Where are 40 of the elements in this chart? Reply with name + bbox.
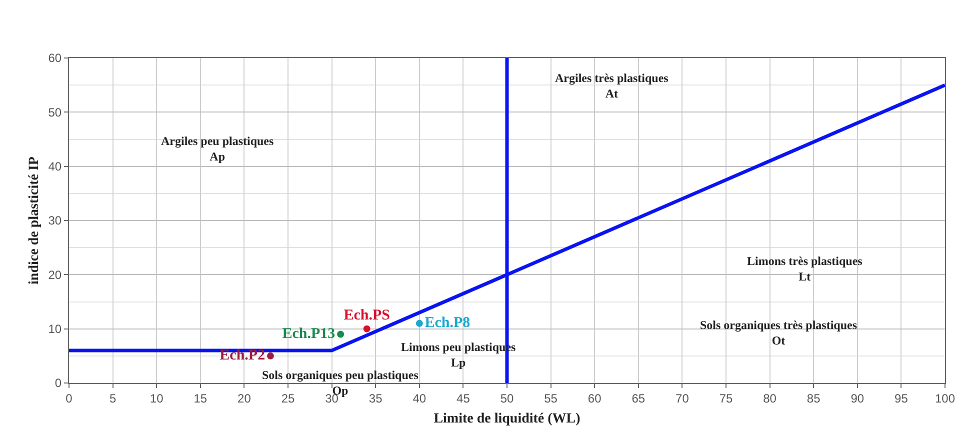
- x-tick-label: 90: [850, 391, 864, 406]
- x-tick-label: 85: [806, 391, 821, 406]
- x-tick-label: 80: [763, 391, 777, 406]
- x-tick-label: 45: [456, 391, 470, 406]
- x-tick-label: 50: [500, 391, 514, 406]
- x-tick-label: 75: [719, 391, 733, 406]
- annotation: Argiles très plastiques At: [555, 71, 669, 101]
- x-tick-label: 5: [109, 391, 116, 406]
- point: [416, 320, 423, 327]
- point: [266, 352, 274, 360]
- series-label: Ech.PS: [344, 308, 390, 324]
- x-tick-label: 70: [676, 391, 690, 406]
- x-tick-label: 0: [66, 391, 73, 406]
- series-label: Ech.P2: [220, 348, 266, 364]
- x-tick-label: 35: [368, 391, 383, 406]
- y-tick-label: 30: [48, 214, 62, 228]
- x-tick-label: 60: [588, 391, 602, 406]
- point: [363, 325, 370, 332]
- x-tick-label: 55: [544, 391, 558, 406]
- x-tick-label: 20: [238, 391, 252, 406]
- series-label: Ech.P13: [282, 326, 336, 342]
- x-tick-label: 95: [894, 391, 908, 406]
- y-tick-label: 20: [48, 268, 62, 282]
- y-tick-label: 40: [48, 160, 62, 174]
- point: [337, 330, 344, 338]
- x-tick-label: 100: [934, 391, 956, 406]
- y-tick-label: 0: [54, 376, 62, 390]
- y-tick-label: 10: [48, 322, 62, 336]
- annotation: Argiles peu plastiques Ap: [161, 134, 274, 164]
- x-tick-label: 40: [412, 391, 426, 406]
- x-tick-label: 15: [194, 391, 208, 406]
- y-tick-label: 50: [48, 105, 62, 120]
- annotation: Limons très plastiques Lt: [747, 254, 863, 284]
- y-axis-title: indice de plasticité IP: [26, 156, 42, 284]
- series-label: Ech.P8: [424, 315, 470, 332]
- x-tick-label: 65: [632, 391, 646, 406]
- x-tick-label: 10: [150, 391, 164, 406]
- annotation: Sols organiques très plastiques Ot: [700, 318, 858, 348]
- y-tick-label: 60: [48, 51, 62, 66]
- x-axis-title: Limite de liquidité (WL): [434, 412, 581, 427]
